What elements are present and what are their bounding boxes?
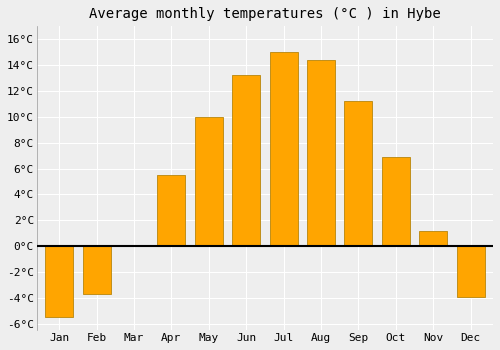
Bar [419,231,447,246]
Bar [307,60,335,246]
Bar [158,175,186,246]
Bar [382,157,410,246]
Title: Average monthly temperatures (°C ) in Hybe: Average monthly temperatures (°C ) in Hy… [89,7,441,21]
Bar [232,76,260,246]
Bar [45,246,73,317]
Bar [82,246,110,294]
Bar [195,117,223,246]
Bar [270,52,297,246]
Bar [456,246,484,297]
Bar [120,245,148,246]
Bar [344,101,372,246]
